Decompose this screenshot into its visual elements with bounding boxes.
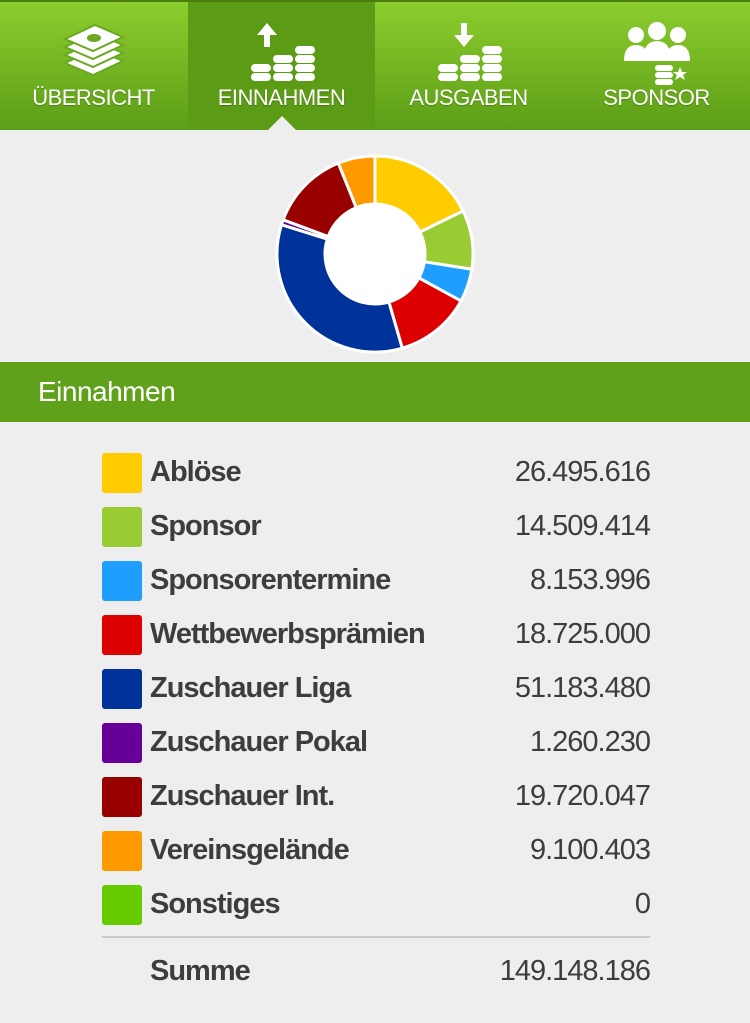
tab-label: EINNAHMEN bbox=[217, 85, 346, 110]
income-coins-icon bbox=[242, 14, 322, 92]
income-donut-chart bbox=[275, 154, 475, 354]
list-item: Wettbewerbsprämien 18.725.000 bbox=[102, 613, 651, 657]
item-label: Vereinsgelände bbox=[150, 834, 350, 866]
color-swatch bbox=[102, 507, 142, 547]
item-value: 19.720.047 bbox=[514, 780, 651, 812]
total-divider bbox=[102, 936, 650, 938]
item-value: 0 bbox=[634, 888, 651, 920]
list-item: Sonstiges 0 bbox=[102, 883, 651, 927]
item-label: Ablöse bbox=[150, 456, 242, 488]
active-tab-indicator bbox=[266, 116, 298, 132]
color-swatch bbox=[102, 723, 142, 763]
color-swatch bbox=[102, 885, 142, 925]
color-swatch bbox=[102, 831, 142, 871]
tab-label: AUSGABEN bbox=[409, 85, 528, 110]
list-item: Zuschauer Int. 19.720.047 bbox=[102, 775, 651, 819]
list-item: Vereinsgelände 9.100.403 bbox=[102, 829, 651, 873]
item-value: 9.100.403 bbox=[529, 834, 651, 866]
section-title: Einnahmen bbox=[38, 376, 176, 407]
tab-label: ÜBERSICHT bbox=[32, 85, 155, 110]
income-chart-area bbox=[0, 130, 750, 362]
item-value: 14.509.414 bbox=[514, 510, 651, 542]
list-item: Sponsorentermine 8.153.996 bbox=[102, 559, 651, 603]
item-label: Zuschauer Pokal bbox=[150, 726, 368, 758]
list-item: Zuschauer Liga 51.183.480 bbox=[102, 667, 651, 711]
sponsor-people-icon bbox=[617, 14, 697, 92]
item-value: 1.260.230 bbox=[529, 726, 651, 758]
list-item: Zuschauer Pokal 1.260.230 bbox=[102, 721, 651, 765]
item-value: 8.153.996 bbox=[529, 564, 651, 596]
color-swatch bbox=[102, 669, 142, 709]
item-label: Sponsor bbox=[150, 510, 262, 542]
tab-sponsor[interactable]: SPONSOR bbox=[563, 2, 750, 130]
donut-hole bbox=[325, 204, 425, 304]
item-value: 51.183.480 bbox=[514, 672, 651, 704]
tab-ausgaben[interactable]: AUSGABEN bbox=[375, 2, 562, 130]
color-swatch bbox=[102, 453, 142, 493]
money-stack-icon bbox=[54, 14, 134, 92]
total-label: Summe bbox=[150, 955, 251, 987]
item-label: Sponsorentermine bbox=[150, 564, 391, 596]
tab-einnahmen[interactable]: EINNAHMEN bbox=[188, 2, 375, 130]
list-item: Sponsor 14.509.414 bbox=[102, 505, 651, 549]
item-label: Sonstiges bbox=[150, 888, 281, 920]
color-swatch bbox=[102, 561, 142, 601]
item-label: Zuschauer Liga bbox=[150, 672, 351, 704]
expense-coins-icon bbox=[429, 14, 509, 92]
tab-label: SPONSOR bbox=[603, 85, 710, 110]
section-header: Einnahmen bbox=[0, 362, 750, 422]
item-value: 26.495.616 bbox=[514, 456, 651, 488]
color-swatch bbox=[102, 615, 142, 655]
item-value: 18.725.000 bbox=[514, 618, 651, 650]
tab-uebersicht[interactable]: ÜBERSICHT bbox=[0, 2, 187, 130]
tab-bar: ÜBERSICHT EINNAHMEN bbox=[0, 0, 750, 132]
item-label: Wettbewerbsprämien bbox=[150, 618, 426, 650]
item-label: Zuschauer Int. bbox=[150, 780, 335, 812]
list-item: Ablöse 26.495.616 bbox=[102, 451, 651, 495]
total-value: 149.148.186 bbox=[499, 955, 651, 987]
color-swatch bbox=[102, 777, 142, 817]
